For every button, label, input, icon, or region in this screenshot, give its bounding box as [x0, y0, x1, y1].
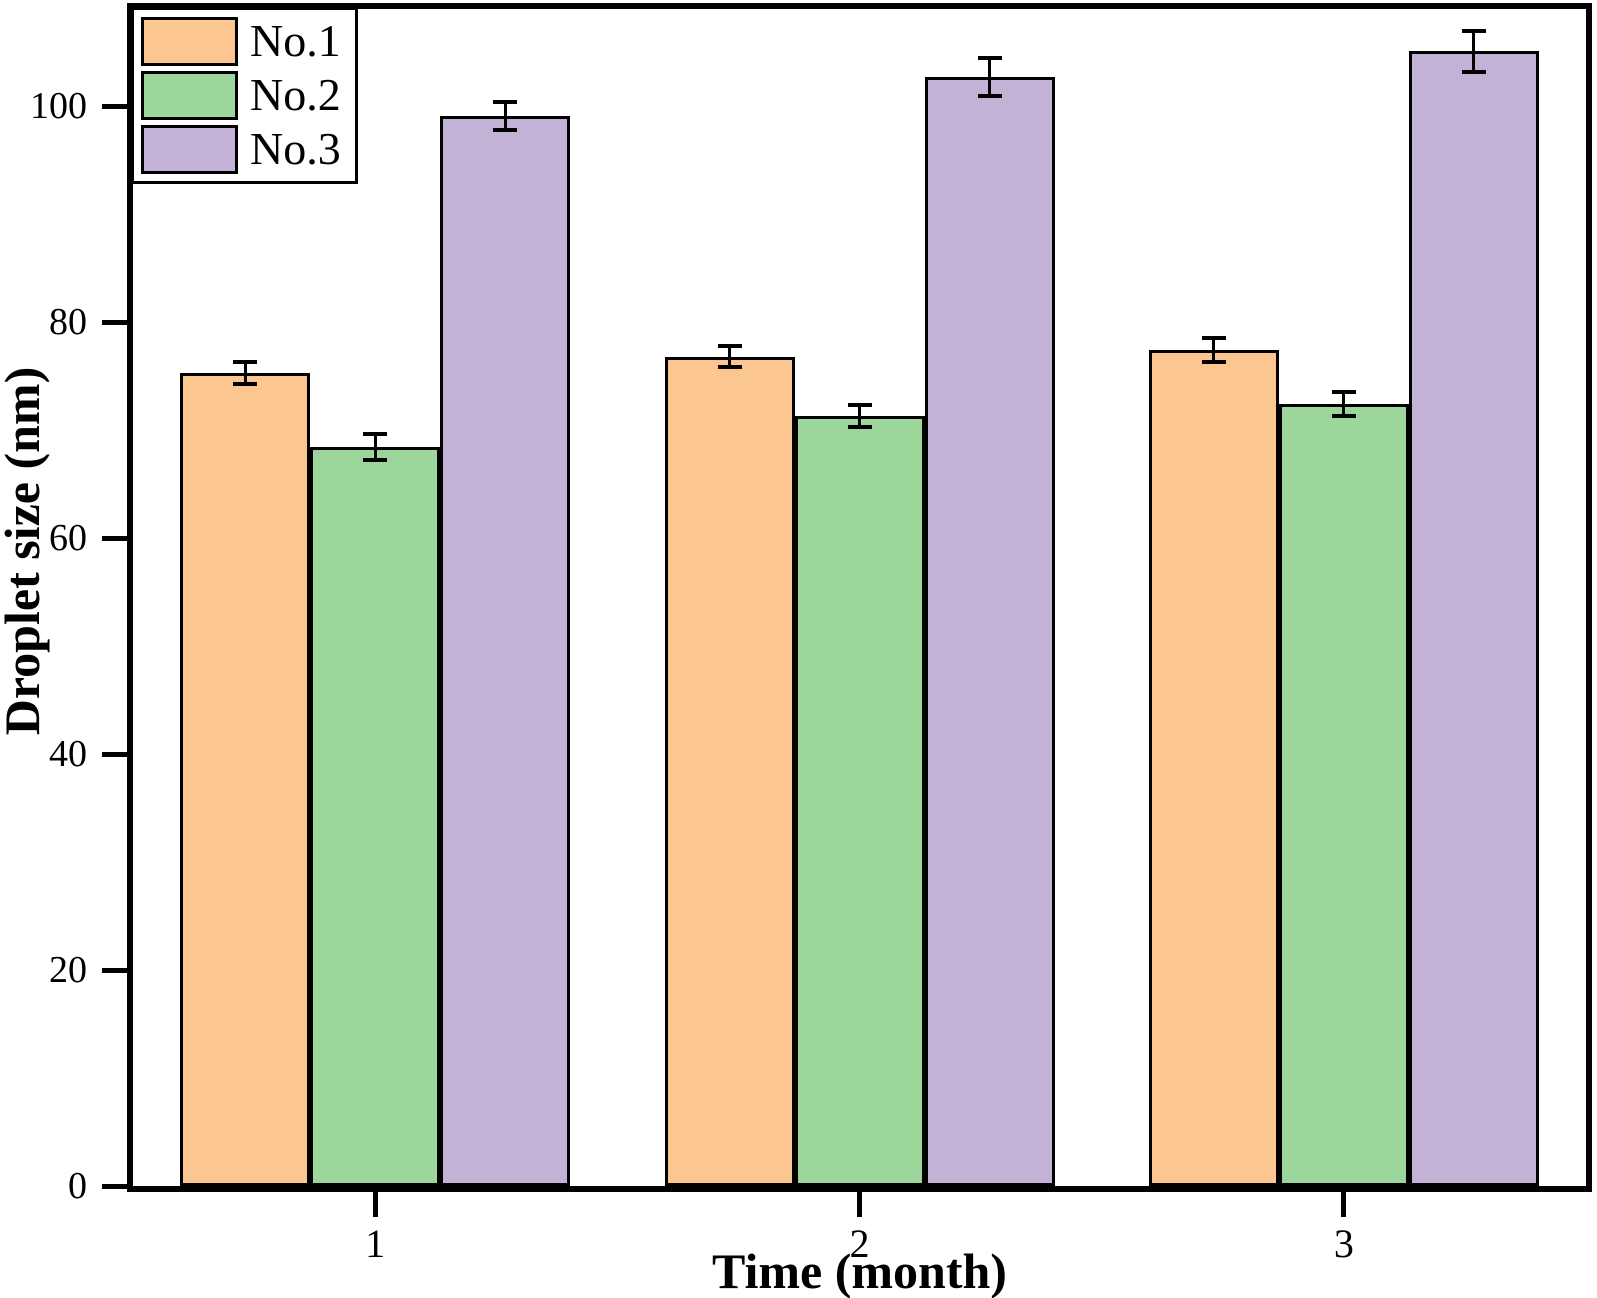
error-bar-cap-bottom: [363, 458, 388, 463]
error-bar-cap-top: [717, 343, 742, 348]
error-bar-cap-bottom: [1461, 69, 1486, 74]
bar-no1-month3: [1148, 350, 1279, 1186]
legend-item: No.1: [141, 17, 341, 66]
error-bar-line: [1212, 338, 1216, 363]
error-bar-cap-bottom: [233, 381, 258, 386]
plot-area: No.1 No.2 No.3 0 20 40 60 80 100 1 2 3: [30, 3, 1592, 1264]
error-bar-cap-top: [847, 403, 872, 408]
error-bar-cap-top: [363, 432, 388, 437]
error-bar-line: [243, 362, 247, 384]
error-bar-line: [1472, 30, 1476, 72]
y-tick-mark: [102, 751, 127, 757]
x-axis-title: Time (month): [712, 1243, 1007, 1298]
error-bar-cap-top: [977, 55, 1002, 60]
y-tick-label: 0: [68, 1165, 87, 1207]
error-bar-line: [503, 101, 507, 130]
error-bar-cap-top: [1201, 336, 1226, 341]
y-tick-mark: [102, 1183, 127, 1189]
y-tick-label: 60: [49, 517, 87, 560]
error-bar-line: [988, 57, 991, 97]
error-bar-cap-bottom: [717, 365, 742, 370]
y-tick-label: 80: [49, 301, 87, 344]
x-tick-label: 2: [849, 1221, 870, 1266]
bar-no3-month3: [1408, 51, 1539, 1186]
y-tick-mark: [102, 967, 127, 973]
y-tick-label: 40: [49, 733, 87, 776]
error-bar-line: [373, 434, 377, 461]
bar-no3-month2: [924, 77, 1055, 1186]
x-tick-mark: [1341, 1192, 1347, 1217]
error-bar-cap-bottom: [493, 127, 518, 132]
y-tick-label: 100: [30, 85, 87, 128]
error-bar-line: [1342, 392, 1346, 417]
error-bar-cap-bottom: [1201, 360, 1226, 365]
error-bar-cap-bottom: [847, 424, 872, 429]
x-tick-label: 1: [365, 1221, 386, 1266]
error-bar-cap-top: [1331, 390, 1356, 395]
legend-swatch-no2: [141, 71, 238, 120]
bar-no2-month1: [310, 447, 441, 1186]
x-tick-label: 3: [1333, 1221, 1354, 1266]
x-tick-mark: [372, 1192, 378, 1217]
y-axis-title: Droplet size (nm): [0, 366, 50, 736]
error-bar-line: [858, 405, 861, 427]
legend: No.1 No.2 No.3: [131, 7, 358, 184]
bar-no2-month3: [1278, 404, 1409, 1186]
legend-item: No.2: [141, 71, 341, 120]
bar-no3-month1: [440, 115, 571, 1186]
error-bar-cap-bottom: [1331, 414, 1356, 419]
error-bar-line: [728, 345, 731, 368]
x-tick-mark: [857, 1192, 862, 1217]
bar-no2-month2: [794, 416, 925, 1186]
legend-swatch-no1: [141, 17, 238, 66]
legend-swatch-no3: [141, 125, 238, 174]
legend-item: No.3: [141, 125, 341, 174]
bar-no1-month2: [664, 356, 795, 1186]
error-bar-cap-bottom: [977, 94, 1002, 99]
error-bar-cap-top: [493, 99, 518, 104]
legend-label: No.2: [250, 69, 341, 121]
legend-label: No.3: [250, 123, 341, 175]
y-tick-mark: [102, 319, 127, 325]
y-tick-mark: [102, 103, 127, 109]
error-bar-cap-top: [233, 360, 258, 365]
error-bar-cap-top: [1461, 28, 1486, 33]
y-tick-label: 20: [49, 949, 87, 992]
y-tick-mark: [102, 535, 127, 541]
bar-no1-month1: [180, 372, 311, 1186]
legend-label: No.1: [250, 15, 341, 67]
